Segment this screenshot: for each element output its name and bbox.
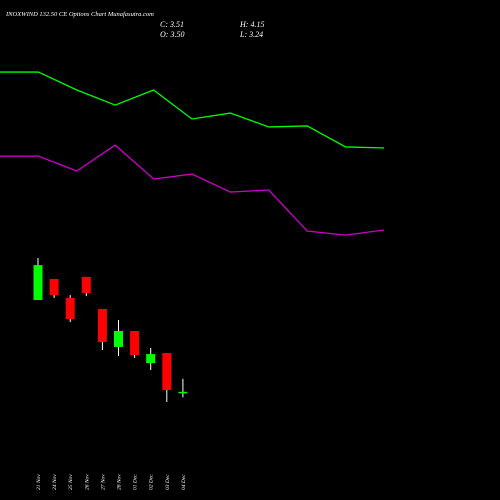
x-tick-label: 03 Dec — [165, 474, 171, 490]
x-tick-label: 25 Nov — [68, 474, 74, 490]
x-tick-label: 21 Nov — [36, 474, 42, 490]
candle-body — [97, 308, 107, 343]
x-tick-label: 04 Dec — [180, 474, 187, 490]
candle-body — [49, 278, 59, 296]
x-tick-label: 01 Dec — [133, 474, 139, 490]
indicator-line — [0, 144, 385, 236]
candle-body — [146, 354, 156, 364]
candle-body — [65, 297, 75, 319]
ohlc-label: H: 4.15 — [239, 20, 264, 29]
candle-body — [178, 391, 188, 394]
candle-body — [162, 353, 172, 390]
ohlc-label: C: 3.51 — [160, 20, 184, 29]
candle-body — [33, 265, 43, 300]
chart-title: INOXWIND 132.50 CE Options Chart Munafas… — [5, 11, 154, 18]
x-tick-label: 24 Nov — [51, 474, 58, 490]
candle-body — [114, 331, 123, 347]
x-tick-label: 28 Nov — [117, 474, 123, 490]
indicator-line — [0, 71, 385, 149]
ohlc-label: L: 3.24 — [239, 30, 263, 39]
candle-body — [130, 331, 140, 356]
x-tick-label: 26 Nov — [84, 474, 90, 490]
ohlc-label: O: 3.50 — [160, 30, 184, 39]
candle-body — [81, 276, 91, 294]
x-tick-label: 02 Dec — [149, 474, 155, 490]
x-tick-label: 27 Nov — [100, 474, 106, 490]
